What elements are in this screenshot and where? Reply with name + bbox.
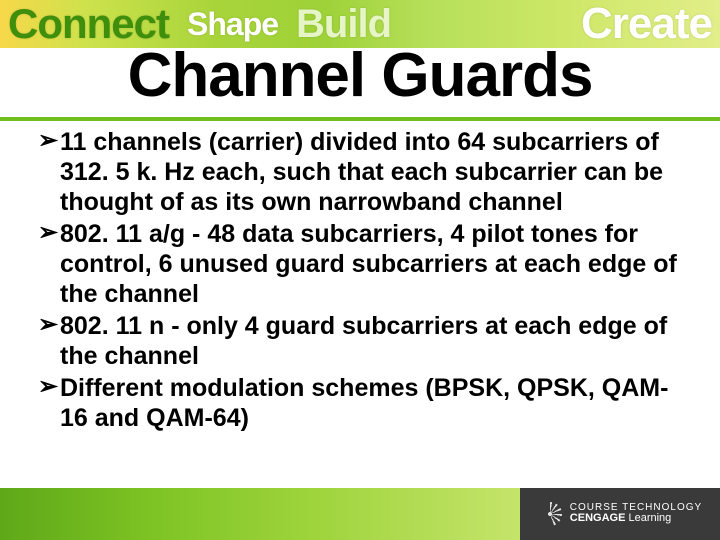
logo-line-2: CENGAGE Learning bbox=[570, 513, 702, 525]
bullet-chevron-icon: ➢ bbox=[38, 311, 60, 339]
band-word-shape: Shape bbox=[187, 8, 278, 40]
bullet-item: ➢ 11 channels (carrier) divided into 64 … bbox=[38, 127, 682, 217]
slide: Connect Shape Build Create Channel Guard… bbox=[0, 0, 720, 540]
sunburst-icon bbox=[538, 502, 562, 526]
bullet-text: 802. 11 a/g - 48 data subcarriers, 4 pil… bbox=[60, 219, 682, 309]
bullet-text: 11 channels (carrier) divided into 64 su… bbox=[60, 127, 682, 217]
band-word-build: Build bbox=[296, 4, 391, 44]
band-word-create: Create bbox=[581, 2, 712, 46]
bullet-item: ➢ 802. 11 a/g - 48 data subcarriers, 4 p… bbox=[38, 219, 682, 309]
bullet-text: Different modulation schemes (BPSK, QPSK… bbox=[60, 373, 682, 433]
footer-logo: COURSE TECHNOLOGY CENGAGE Learning bbox=[520, 488, 720, 540]
bullet-chevron-icon: ➢ bbox=[38, 127, 60, 155]
footer-left-stripe bbox=[0, 488, 520, 540]
bullet-item: ➢ Different modulation schemes (BPSK, QP… bbox=[38, 373, 682, 433]
bullet-chevron-icon: ➢ bbox=[38, 219, 60, 247]
page-title: Channel Guards bbox=[0, 40, 720, 111]
bullet-text: 802. 11 n - only 4 guard subcarriers at … bbox=[60, 311, 682, 371]
top-band: Connect Shape Build Create bbox=[0, 0, 720, 48]
footer: COURSE TECHNOLOGY CENGAGE Learning bbox=[0, 488, 720, 540]
band-word-connect: Connect bbox=[8, 3, 169, 45]
bullet-chevron-icon: ➢ bbox=[38, 373, 60, 401]
bullet-item: ➢ 802. 11 n - only 4 guard subcarriers a… bbox=[38, 311, 682, 371]
logo-text: COURSE TECHNOLOGY CENGAGE Learning bbox=[570, 503, 702, 525]
body: ➢ 11 channels (carrier) divided into 64 … bbox=[0, 121, 720, 488]
